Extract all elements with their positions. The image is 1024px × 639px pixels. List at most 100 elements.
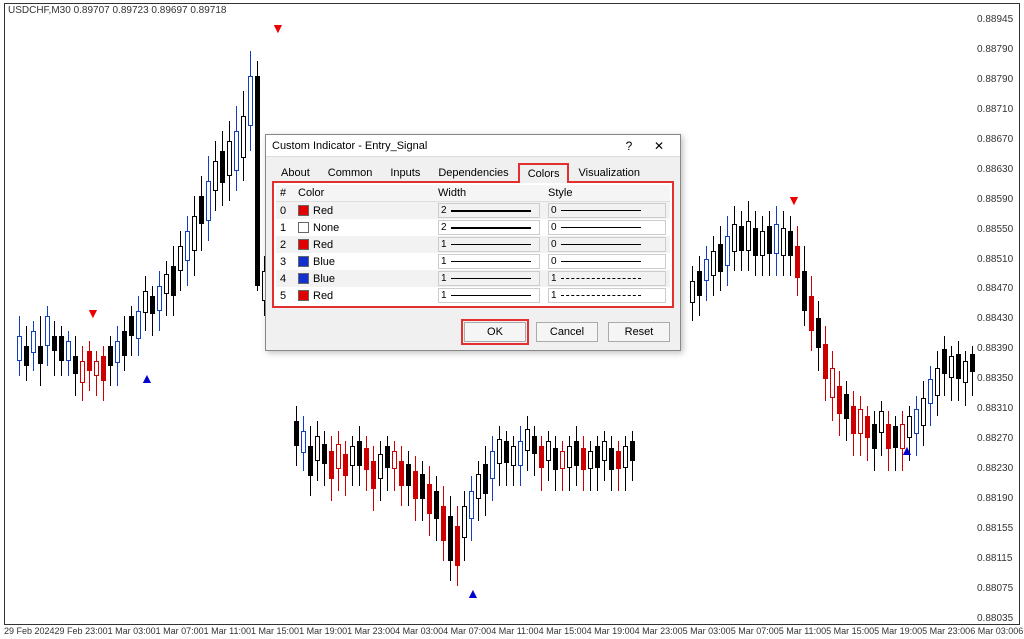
row-width[interactable]: 1 [434, 253, 544, 270]
price-axis: 0.88945 0.88790 0.88790 0.88710 0.88670 0.886… [973, 14, 1019, 624]
chart-symbol-header: USDCHF,M30 0.89707 0.89723 0.89697 0.897… [8, 5, 227, 16]
price-tick: 0.88035 [973, 613, 1019, 624]
ok-button[interactable]: OK [464, 322, 526, 342]
price-tick: 0.88510 [973, 254, 1019, 265]
time-tick: 5 Mar 19:00 [874, 626, 922, 639]
row-width[interactable]: 1 [434, 287, 544, 304]
signal-arrow-down: ▼ [787, 192, 801, 208]
dialog-titlebar[interactable]: Custom Indicator - Entry_Signal ? ✕ [266, 135, 680, 157]
row-index: 4 [276, 270, 294, 287]
row-color[interactable]: Blue [294, 270, 434, 287]
row-style[interactable]: 0 [544, 253, 670, 270]
price-tick: 0.88630 [973, 164, 1019, 175]
color-row[interactable]: 1None20 [276, 219, 670, 236]
time-tick: 29 Feb 23:00 [55, 626, 108, 639]
signal-arrow-up: ▲ [140, 370, 154, 386]
time-axis: 29 Feb 202429 Feb 23:001 Mar 03:001 Mar … [4, 626, 1020, 639]
tab-common[interactable]: Common [319, 163, 382, 183]
color-row[interactable]: 5Red11 [276, 287, 670, 304]
tab-about[interactable]: About [272, 163, 319, 183]
row-index: 0 [276, 202, 294, 220]
time-tick: 5 Mar 03:00 [683, 626, 731, 639]
row-index: 1 [276, 219, 294, 236]
indicator-dialog: Custom Indicator - Entry_Signal ? ✕ Abou… [265, 134, 681, 351]
color-row[interactable]: 2Red10 [276, 236, 670, 253]
price-tick: 0.88945 [973, 14, 1019, 25]
dialog-tabs: AboutCommonInputsDependenciesColorsVisua… [266, 157, 680, 183]
price-tick: 0.88190 [973, 493, 1019, 504]
row-index: 3 [276, 253, 294, 270]
cancel-button[interactable]: Cancel [536, 322, 598, 342]
price-tick: 0.88590 [973, 194, 1019, 205]
row-color[interactable]: Red [294, 236, 434, 253]
time-tick: 4 Mar 03:00 [395, 626, 443, 639]
row-index: 5 [276, 287, 294, 304]
color-row[interactable]: 3Blue10 [276, 253, 670, 270]
dialog-buttons: OK Cancel Reset [266, 316, 680, 350]
time-tick: 1 Mar 11:00 [204, 626, 251, 639]
row-style[interactable]: 1 [544, 287, 670, 304]
row-color[interactable]: Blue [294, 253, 434, 270]
price-tick: 0.88310 [973, 403, 1019, 414]
price-tick: 0.88155 [973, 523, 1019, 534]
price-tick: 0.88670 [973, 134, 1019, 145]
time-tick: 5 Mar 11:00 [779, 626, 826, 639]
col-width: Width [434, 185, 544, 202]
price-tick: 0.88230 [973, 463, 1019, 474]
time-tick: 6 Mar 03:00 [970, 626, 1018, 639]
col-color: Color [294, 185, 434, 202]
colors-table: # Color Width Style 0Red201None202Red103… [276, 185, 670, 304]
time-tick: 5 Mar 15:00 [826, 626, 874, 639]
time-tick: 4 Mar 07:00 [443, 626, 491, 639]
tab-inputs[interactable]: Inputs [381, 163, 429, 183]
time-tick: 4 Mar 23:00 [635, 626, 683, 639]
time-tick: 29 Feb 2024 [4, 626, 55, 639]
price-tick: 0.88710 [973, 104, 1019, 115]
price-tick: 0.88790 [973, 44, 1019, 55]
price-tick: 0.88470 [973, 283, 1019, 294]
help-icon[interactable]: ? [614, 139, 644, 153]
row-width[interactable]: 1 [434, 236, 544, 253]
col-style: Style [544, 185, 670, 202]
signal-arrow-down: ▼ [86, 305, 100, 321]
price-tick: 0.88350 [973, 373, 1019, 384]
price-tick: 0.88790 [973, 74, 1019, 85]
row-width[interactable]: 1 [434, 270, 544, 287]
tab-colors[interactable]: Colors [518, 163, 570, 183]
price-tick: 0.88550 [973, 224, 1019, 235]
row-color[interactable]: Red [294, 287, 434, 304]
dialog-title: Custom Indicator - Entry_Signal [272, 140, 614, 152]
row-style[interactable]: 0 [544, 236, 670, 253]
time-tick: 4 Mar 15:00 [539, 626, 587, 639]
row-style[interactable]: 0 [544, 219, 670, 236]
color-row[interactable]: 0Red20 [276, 202, 670, 220]
signal-arrow-down: ▼ [271, 20, 285, 36]
time-tick: 5 Mar 07:00 [731, 626, 779, 639]
row-style[interactable]: 1 [544, 270, 670, 287]
time-tick: 1 Mar 03:00 [108, 626, 156, 639]
close-icon[interactable]: ✕ [644, 139, 674, 153]
time-tick: 1 Mar 07:00 [156, 626, 204, 639]
row-width[interactable]: 2 [434, 202, 544, 220]
price-tick: 0.88390 [973, 343, 1019, 354]
tab-visualization[interactable]: Visualization [569, 163, 649, 183]
row-style[interactable]: 0 [544, 202, 670, 220]
row-color[interactable]: None [294, 219, 434, 236]
price-tick: 0.88115 [973, 553, 1019, 564]
row-width[interactable]: 2 [434, 219, 544, 236]
time-tick: 1 Mar 23:00 [347, 626, 395, 639]
color-row[interactable]: 4Blue11 [276, 270, 670, 287]
tab-dependencies[interactable]: Dependencies [429, 163, 517, 183]
time-tick: 1 Mar 15:00 [251, 626, 299, 639]
reset-button[interactable]: Reset [608, 322, 670, 342]
signal-arrow-up: ▲ [900, 442, 914, 458]
signal-arrow-up: ▲ [466, 585, 480, 601]
time-tick: 4 Mar 11:00 [491, 626, 538, 639]
time-tick: 6 Mar 07:00 [1018, 626, 1024, 639]
time-tick: 5 Mar 23:00 [922, 626, 970, 639]
time-tick: 4 Mar 19:00 [587, 626, 635, 639]
colors-panel: # Color Width Style 0Red201None202Red103… [272, 181, 674, 308]
price-tick: 0.88270 [973, 433, 1019, 444]
col-num: # [276, 185, 294, 202]
row-color[interactable]: Red [294, 202, 434, 220]
